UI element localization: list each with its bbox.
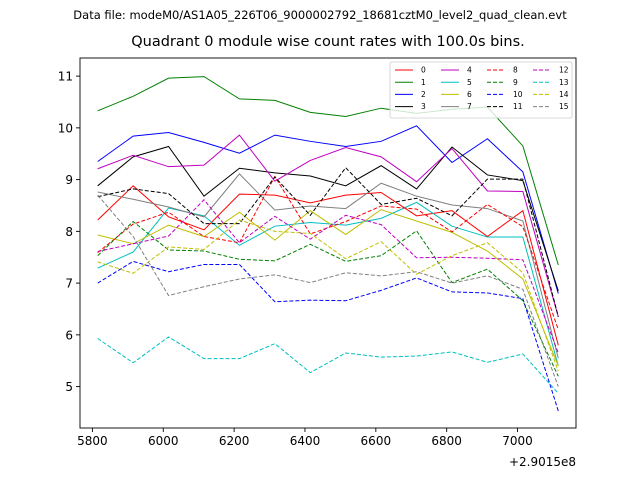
legend-label-4: 4 — [467, 66, 472, 75]
series-line-10 — [97, 260, 559, 412]
legend-label-15: 15 — [559, 102, 569, 111]
axes-frame — [79, 57, 577, 429]
series-line-12 — [97, 199, 559, 354]
series-line-0 — [97, 185, 559, 346]
x-tick-label: 6400 — [290, 434, 321, 448]
x-tick-label: 6200 — [219, 434, 250, 448]
chart-suptitle: Data file: modeM0/AS1A05_226T06_90000027… — [73, 8, 567, 22]
series-line-4 — [97, 134, 559, 317]
series-line-15 — [97, 194, 559, 387]
series-line-8 — [97, 175, 559, 330]
legend-label-8: 8 — [513, 66, 518, 75]
series-layer — [97, 76, 559, 412]
series-line-3 — [97, 145, 559, 292]
series-line-14 — [97, 219, 559, 372]
y-tick-label: 8 — [65, 225, 73, 239]
y-tick-label: 10 — [58, 121, 73, 135]
legend-label-13: 13 — [559, 78, 569, 87]
y-tick-label: 11 — [58, 70, 73, 84]
series-line-13 — [97, 336, 559, 394]
y-tick-label: 5 — [65, 380, 73, 394]
legend-label-14: 14 — [559, 90, 569, 99]
series-line-9 — [97, 220, 559, 377]
y-tick-label: 9 — [65, 173, 73, 187]
legend-label-11: 11 — [513, 102, 523, 111]
x-tick-label: 5800 — [77, 434, 108, 448]
y-tick-label: 6 — [65, 328, 73, 342]
y-tick-label: 7 — [65, 277, 73, 291]
legend-label-6: 6 — [467, 90, 472, 99]
x-tick-label: 7000 — [502, 434, 533, 448]
chart-title: Quadrant 0 module wise count rates with … — [131, 34, 525, 50]
legend-label-0: 0 — [421, 66, 426, 75]
x-tick-label: 6000 — [148, 434, 179, 448]
legend-label-9: 9 — [513, 78, 518, 87]
legend-label-10: 10 — [513, 90, 523, 99]
series-line-5 — [97, 201, 559, 367]
series-line-6 — [97, 209, 559, 367]
x-offset-label: +2.9015e8 — [509, 455, 576, 469]
x-axis: 5800 6000 6200 6400 6600 6800 7000 — [77, 428, 533, 448]
series-line-11 — [97, 166, 559, 317]
x-tick-label: 6600 — [361, 434, 392, 448]
legend-frame — [389, 61, 573, 119]
legend-label-2: 2 — [421, 90, 426, 99]
series-line-7 — [97, 173, 559, 359]
series-line-2 — [97, 125, 559, 294]
legend-label-3: 3 — [421, 102, 426, 111]
y-axis: 5 6 7 8 9 10 11 — [58, 70, 80, 394]
legend-label-12: 12 — [559, 66, 569, 75]
x-tick-label: 6800 — [431, 434, 462, 448]
legend-label-7: 7 — [467, 102, 472, 111]
legend-label-1: 1 — [421, 78, 426, 87]
legend-label-5: 5 — [467, 78, 472, 87]
